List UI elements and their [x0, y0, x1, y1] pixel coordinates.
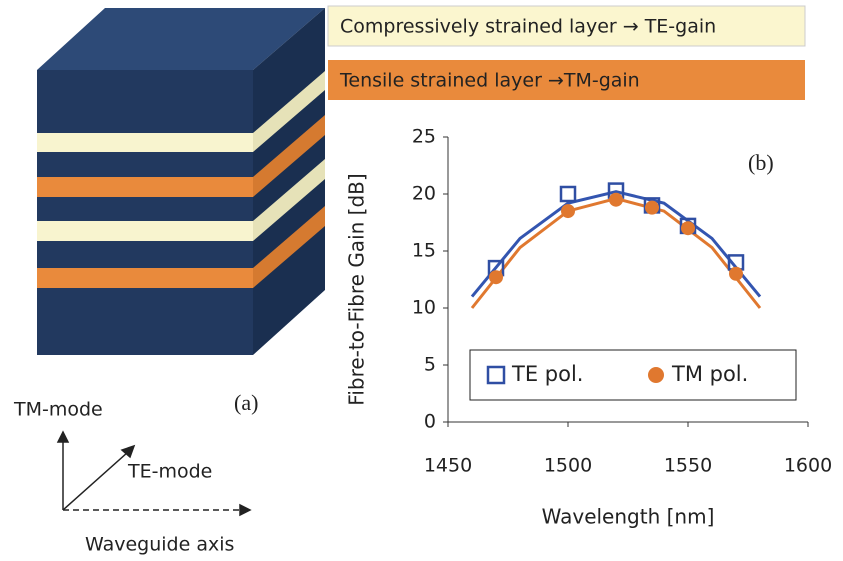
x-tick-label: 1600: [784, 455, 832, 477]
y-tick-label: 15: [412, 240, 436, 262]
y-tick-label: 25: [412, 126, 436, 148]
data-point: [645, 200, 659, 215]
data-point: [681, 221, 695, 236]
data-point: [489, 270, 503, 285]
x-tick-label: 1500: [544, 455, 592, 477]
panel-label: (a): [234, 390, 258, 415]
te-layer-box: [327, 5, 806, 47]
legend-label: TM pol.: [671, 362, 748, 386]
layer-stack: [37, 8, 325, 355]
data-point: [609, 192, 623, 207]
x-tick-label: 1550: [664, 455, 712, 477]
legend-marker: [486, 365, 506, 385]
te-layer-label: Compressively strained layer → TE-gain: [340, 16, 716, 38]
y-tick-label: 10: [412, 297, 436, 319]
tm-mode-label: TM-mode: [13, 399, 103, 421]
x-axis-label: Wavelength [nm]: [542, 505, 715, 529]
annotation: (b): [748, 150, 774, 175]
axis-label: Waveguide axis: [85, 534, 234, 556]
data-point: [729, 266, 743, 281]
te-mode-label: TE-mode: [127, 461, 212, 483]
y-axis-label: Fibre-to-Fibre Gain [dB]: [345, 173, 369, 405]
legend-marker: [648, 367, 664, 383]
x-tick-label: 1450: [424, 455, 472, 477]
y-tick-label: 5: [424, 354, 436, 376]
data-point: [559, 185, 577, 203]
fit-curve: [470, 197, 762, 309]
fit-curve: [470, 190, 762, 298]
data-point: [561, 204, 575, 219]
legend: [469, 349, 797, 401]
y-tick-label: 20: [412, 183, 436, 205]
tm-layer-box: [328, 60, 805, 100]
legend-label: TE pol.: [511, 362, 583, 386]
y-tick-label: 0: [424, 411, 436, 433]
mode-arrows: [56, 430, 252, 517]
tm-layer-label: Tensile strained layer →TM-gain: [339, 70, 640, 92]
